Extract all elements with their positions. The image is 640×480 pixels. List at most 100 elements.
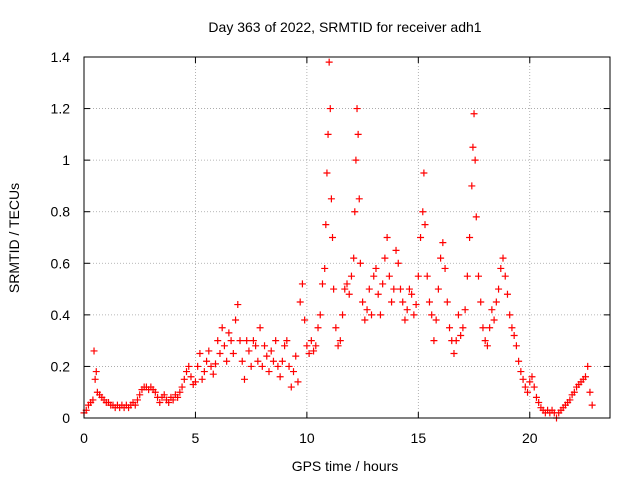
data-point xyxy=(218,324,226,332)
data-point xyxy=(405,285,413,293)
data-point xyxy=(258,362,266,370)
data-point xyxy=(394,259,402,267)
data-point xyxy=(276,373,284,381)
data-point xyxy=(91,375,99,383)
data-point xyxy=(326,105,334,113)
data-point xyxy=(292,352,300,360)
data-point xyxy=(278,357,286,365)
y-tick-label: 1.4 xyxy=(51,49,71,65)
data-point xyxy=(419,208,427,216)
data-point xyxy=(220,342,228,350)
data-point xyxy=(461,306,469,314)
data-point xyxy=(368,311,376,319)
data-point xyxy=(298,280,306,288)
data-point xyxy=(347,272,355,280)
data-point xyxy=(232,316,240,324)
data-point xyxy=(178,383,186,391)
data-point xyxy=(450,350,458,358)
axis-ticks: 0 0.2 0.4 0.6 0.8 1 1.2 1.4 0 5 10 15 20 xyxy=(51,49,610,446)
data-point xyxy=(263,352,271,360)
data-point xyxy=(508,324,516,332)
x-tick-label: 15 xyxy=(411,430,427,446)
data-point xyxy=(205,347,213,355)
data-point xyxy=(287,383,295,391)
data-point xyxy=(353,105,361,113)
data-point xyxy=(329,234,337,241)
data-point xyxy=(151,388,159,396)
data-point xyxy=(524,388,532,396)
y-axis-label: SRMTID / TECUs xyxy=(6,183,22,293)
data-point xyxy=(327,195,335,203)
data-point xyxy=(245,347,253,355)
data-point xyxy=(530,383,538,391)
x-tick-label: 0 xyxy=(80,430,88,446)
data-point xyxy=(200,368,208,376)
data-point xyxy=(352,156,360,164)
data-point xyxy=(356,259,364,267)
data-point xyxy=(376,311,384,319)
data-point xyxy=(521,383,529,391)
data-point xyxy=(441,264,449,272)
data-point xyxy=(503,290,511,298)
data-point xyxy=(274,362,282,370)
data-point xyxy=(339,311,347,319)
data-point xyxy=(372,264,380,272)
x-tick-label: 20 xyxy=(522,430,538,446)
data-point xyxy=(495,285,503,293)
data-point xyxy=(336,337,344,345)
data-point xyxy=(499,254,507,262)
data-point xyxy=(532,393,540,401)
data-point xyxy=(506,311,514,319)
x-axis-label: GPS time / hours xyxy=(292,458,399,474)
data-point xyxy=(324,130,332,138)
data-point xyxy=(383,234,391,241)
data-point xyxy=(212,360,219,368)
data-point xyxy=(517,368,525,376)
data-point xyxy=(470,110,478,118)
data-point xyxy=(412,301,420,309)
data-point xyxy=(341,285,349,293)
data-point xyxy=(437,254,445,262)
data-point xyxy=(216,350,224,358)
x-tick-label: 10 xyxy=(299,430,315,446)
data-point xyxy=(417,234,425,241)
data-point xyxy=(481,337,489,345)
data-point xyxy=(281,342,289,350)
data-point xyxy=(469,143,477,151)
data-point xyxy=(283,337,291,345)
data-point xyxy=(174,393,182,401)
y-tick-label: 1.2 xyxy=(51,101,71,117)
data-point xyxy=(194,362,202,370)
data-point xyxy=(254,357,262,365)
data-point xyxy=(510,331,518,339)
data-point xyxy=(334,342,342,350)
data-point xyxy=(312,342,320,350)
data-point xyxy=(290,368,298,376)
data-point xyxy=(131,401,139,409)
data-point xyxy=(459,324,467,332)
data-point xyxy=(267,347,275,355)
data-point xyxy=(345,290,353,298)
data-point xyxy=(488,306,496,314)
data-point xyxy=(421,221,429,229)
data-point xyxy=(497,264,505,272)
data-point xyxy=(570,388,578,396)
data-point xyxy=(240,375,248,383)
data-point xyxy=(475,272,482,280)
data-point xyxy=(322,221,330,229)
data-point xyxy=(396,285,404,293)
data-point xyxy=(388,298,396,306)
data-point xyxy=(443,298,451,306)
y-tick-label: 1 xyxy=(62,152,70,168)
data-point xyxy=(454,311,462,319)
data-point xyxy=(314,324,322,332)
data-point xyxy=(414,272,422,280)
data-point xyxy=(165,399,173,407)
data-point xyxy=(370,272,378,280)
data-point xyxy=(512,342,520,350)
data-point xyxy=(310,347,318,355)
data-point xyxy=(234,301,242,309)
data-point xyxy=(305,350,313,358)
y-tick-label: 0 xyxy=(62,410,70,426)
